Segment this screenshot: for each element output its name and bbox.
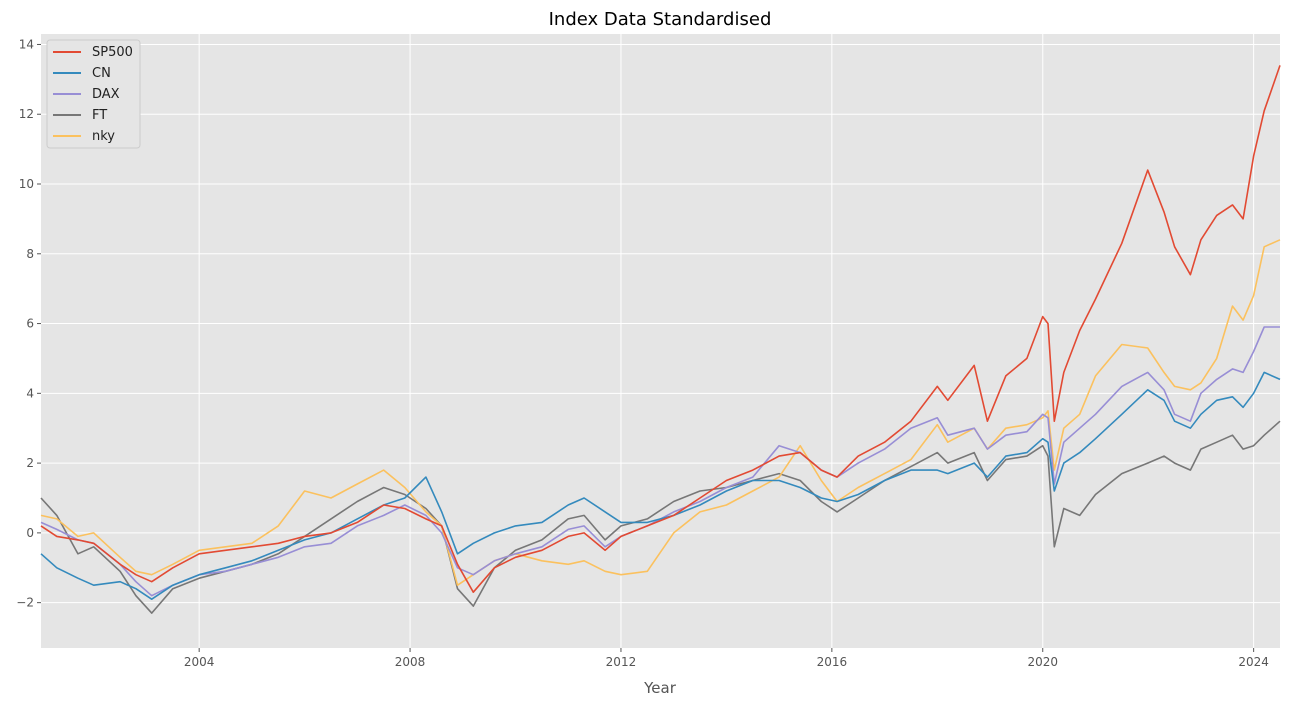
legend-label-ft: FT	[92, 108, 107, 123]
y-tick-label: 10	[19, 177, 34, 191]
y-tick-label: 2	[26, 456, 34, 470]
grid-lines	[41, 34, 1280, 648]
y-tick-label: 4	[26, 386, 34, 400]
y-axis-ticks: −2 0 2 4 6 8 10 12 14	[16, 37, 41, 610]
series-line-sp500	[40, 65, 1281, 594]
x-tick-label: 2024	[1238, 655, 1269, 669]
series-line-dax	[40, 326, 1280, 597]
y-tick-label: 6	[26, 317, 34, 331]
legend-label-nky: nky	[92, 129, 115, 144]
legend-box	[46, 39, 141, 149]
chart-title: Index Data Standardised	[549, 9, 772, 30]
y-tick-label: 8	[26, 247, 34, 261]
x-tick-label: 2004	[184, 655, 215, 669]
x-tick-label: 2012	[606, 655, 637, 669]
x-axis-ticks: 2004 2008 2012 2016 2020 2024	[184, 648, 1269, 669]
x-tick-label: 2020	[1027, 655, 1058, 669]
y-tick-label: 14	[19, 37, 34, 51]
series-line-cn	[40, 371, 1281, 601]
y-tick-label: 0	[26, 526, 34, 540]
y-tick-label: 12	[19, 107, 34, 121]
x-tick-label: 2016	[817, 655, 848, 669]
legend: SP500 CN DAX FT nky	[46, 39, 141, 149]
plot-area	[41, 34, 1280, 648]
series-line-ft	[40, 420, 1281, 614]
series-line-nky	[40, 239, 1281, 587]
legend-label-sp500: SP500	[92, 45, 133, 60]
series-lines	[40, 65, 1281, 614]
x-axis-label: Year	[643, 679, 677, 697]
x-tick-label: 2008	[395, 655, 426, 669]
legend-label-cn: CN	[92, 66, 111, 81]
y-tick-label: −2	[16, 596, 34, 610]
legend-label-dax: DAX	[92, 87, 120, 102]
